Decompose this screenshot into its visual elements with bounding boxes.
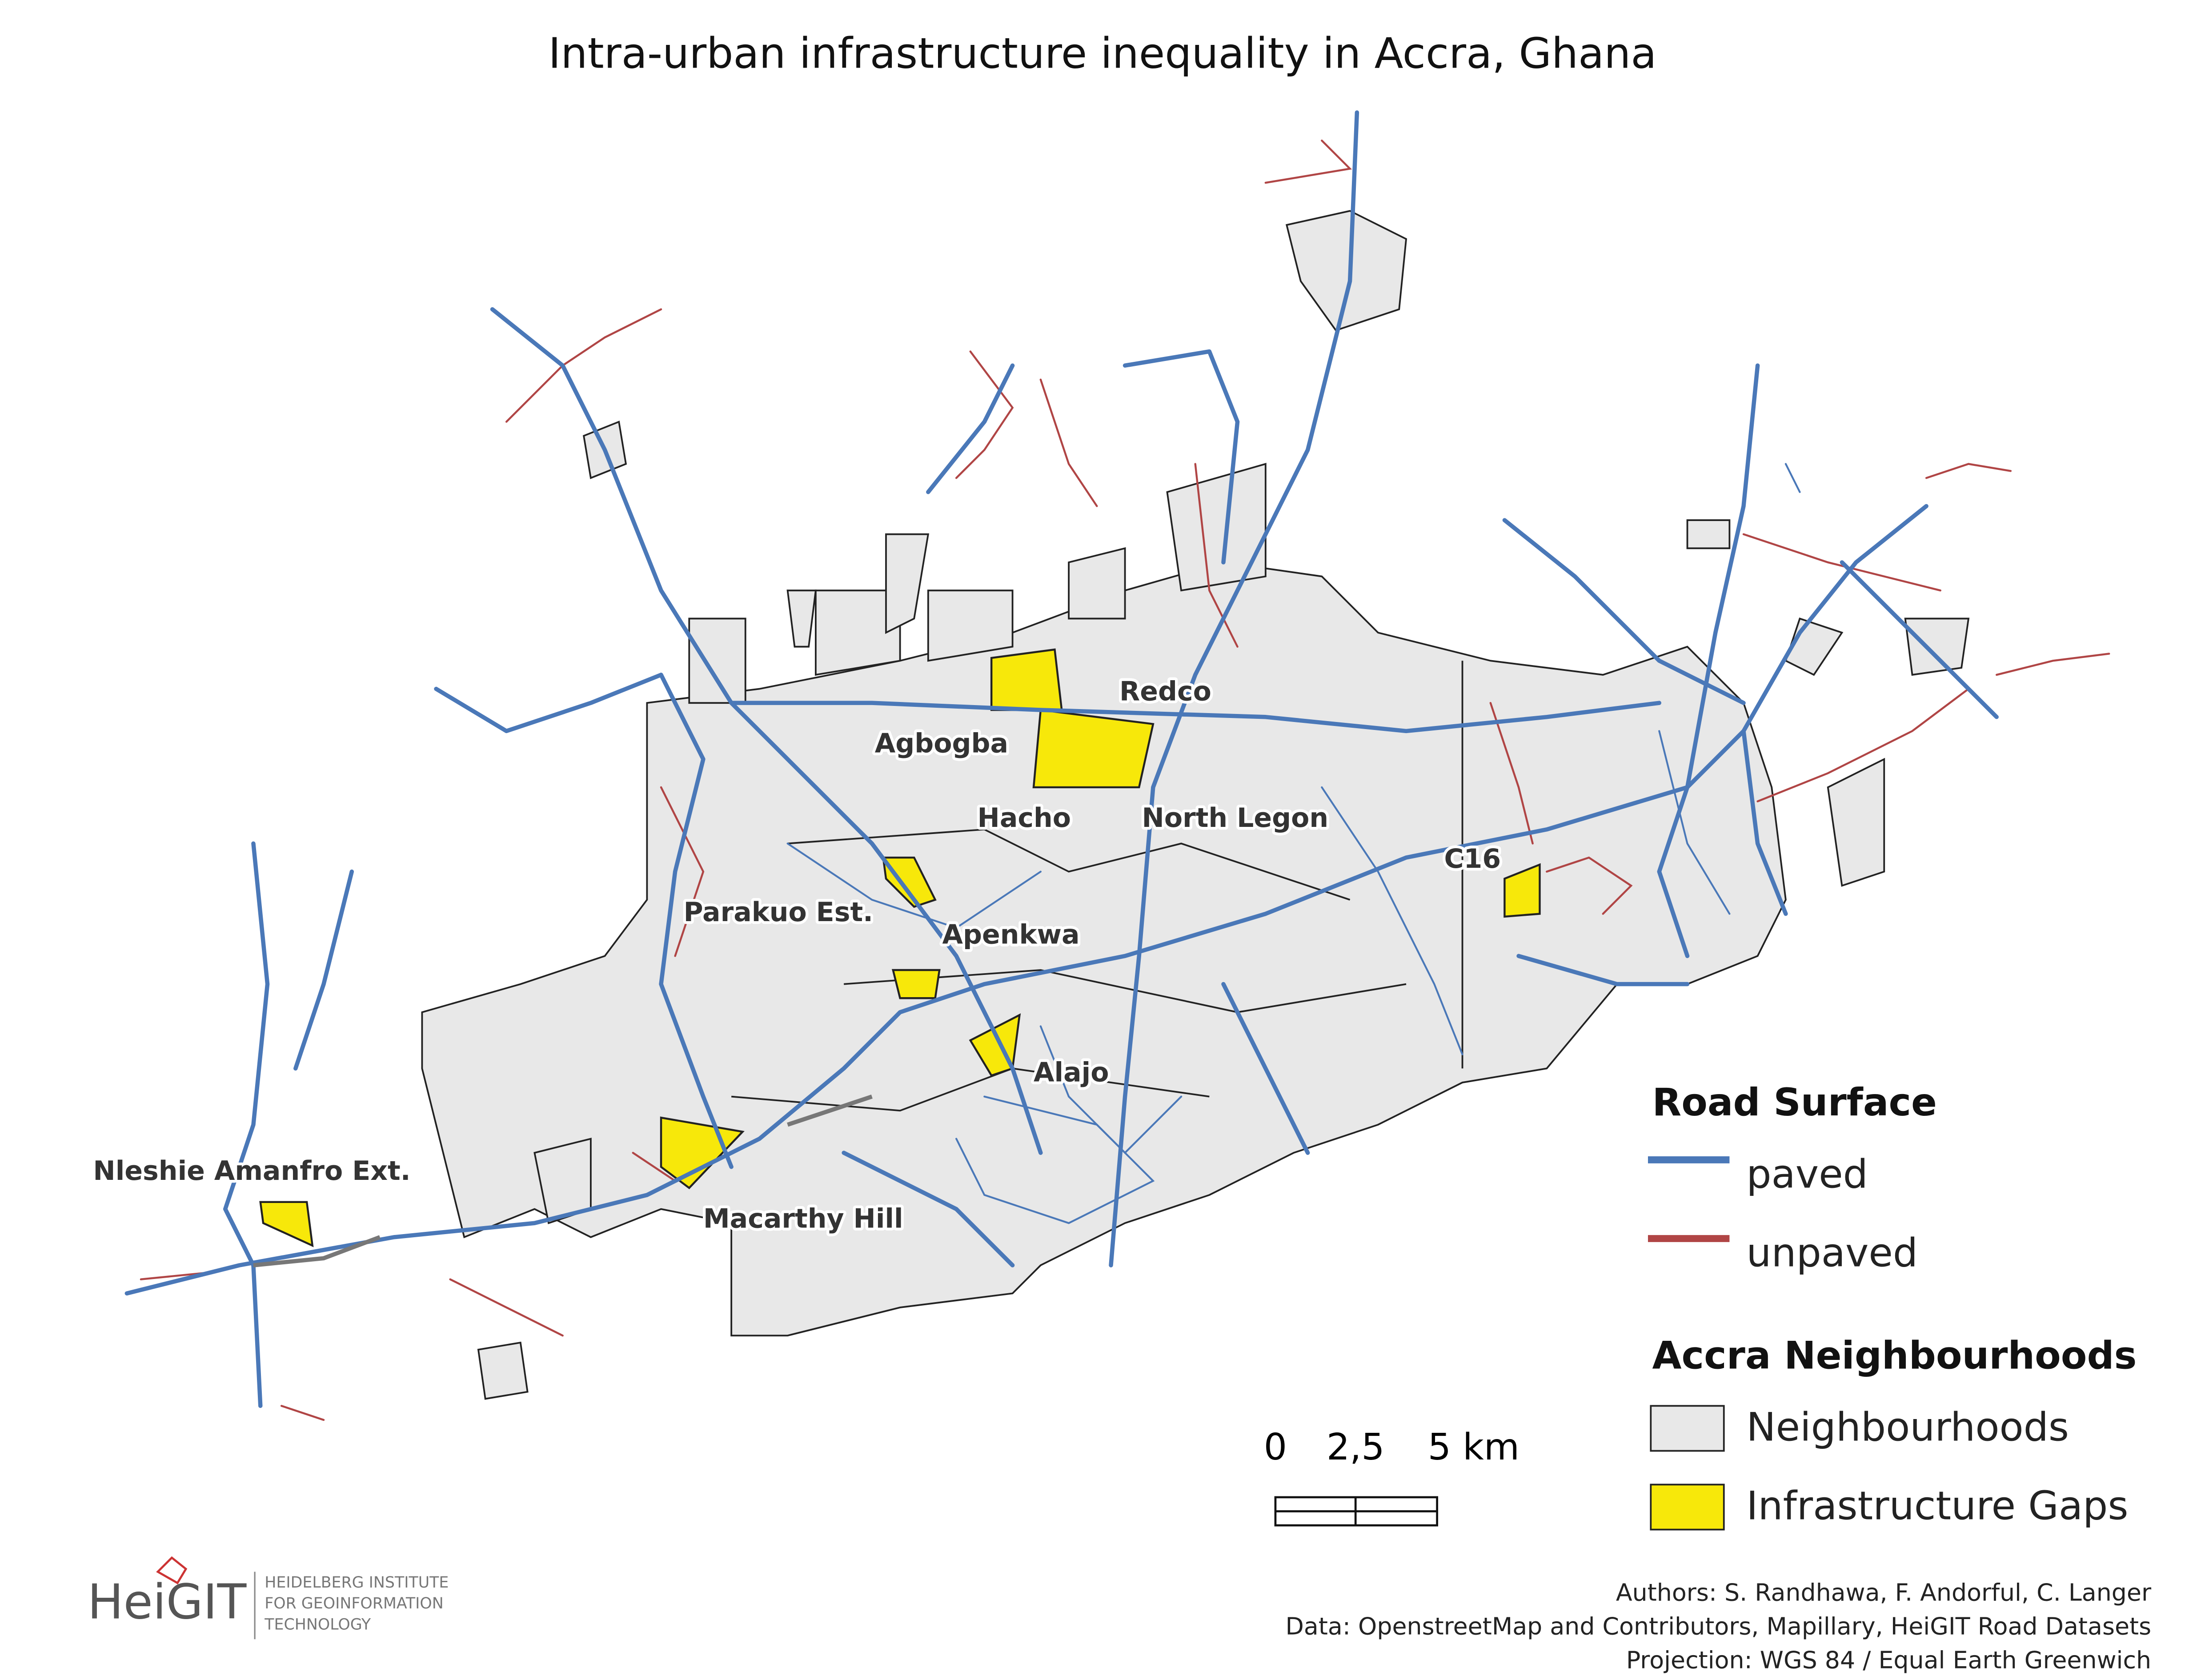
legend-swatch: [1650, 1484, 1725, 1531]
legend: Road Surface paved unpaved Accra Neighbo…: [1648, 1081, 2137, 1531]
other-road: [253, 1095, 873, 1267]
neighbourhood-labels: Redco Agbogba Hacho North Legon C16 Para…: [90, 673, 1503, 1237]
legend-title: Road Surface: [1652, 1081, 1936, 1125]
legend-title: Accra Neighbourhoods: [1652, 1334, 2137, 1378]
map-label: C16: [1444, 843, 1501, 874]
logo-subtitle: HEIDELBERG INSTITUTE: [265, 1574, 449, 1592]
legend-item: Infrastructure Gaps: [1746, 1483, 2128, 1529]
logo-subtitle: TECHNOLOGY: [264, 1616, 371, 1634]
logo-name: HeiGIT: [88, 1575, 247, 1630]
scale-label: 2,5: [1327, 1426, 1385, 1468]
logo-icon: [156, 1556, 188, 1585]
legend-item: Neighbourhoods: [1746, 1404, 2069, 1450]
map-label: North Legon: [1142, 802, 1329, 834]
paved-roads: [124, 110, 1999, 1408]
credit-line: Authors: S. Randhawa, F. Andorful, C. La…: [1616, 1579, 2152, 1607]
logo: HeiGIT HEIDELBERG INSTITUTE FOR GEOINFOR…: [88, 1556, 449, 1640]
neighbourhood-polygons: [421, 210, 1970, 1400]
map-label: Agbogba: [875, 728, 1008, 759]
scale-label: 0: [1264, 1426, 1287, 1468]
map-title: Intra-urban infrastructure inequality in…: [548, 29, 1656, 78]
map-label: Nleshie Amanfro Ext.: [93, 1155, 410, 1187]
credits: Authors: S. Randhawa, F. Andorful, C. La…: [1286, 1579, 2152, 1674]
credit-line: Projection: WGS 84 / Equal Earth Greenwi…: [1626, 1646, 2151, 1674]
credit-line: Data: OpenstreetMap and Contributors, Ma…: [1286, 1612, 2152, 1640]
map-label: Hacho: [978, 802, 1071, 834]
map-label: Macarthy Hill: [703, 1203, 903, 1235]
legend-swatch: [1650, 1405, 1725, 1452]
scale-bar: 0 2,5 5 km: [1264, 1426, 1519, 1527]
map-label: Alajo: [1034, 1057, 1109, 1088]
map-label: Redco: [1119, 676, 1211, 707]
legend-item: unpaved: [1746, 1230, 1918, 1275]
logo-subtitle: FOR GEOINFORMATION: [265, 1595, 444, 1612]
legend-item: paved: [1746, 1151, 1868, 1197]
map-label: Parakuo Est.: [684, 897, 873, 928]
map-label: Apenkwa: [942, 919, 1079, 950]
unpaved-roads: [140, 140, 2110, 1421]
scale-label: 5 km: [1428, 1426, 1519, 1468]
